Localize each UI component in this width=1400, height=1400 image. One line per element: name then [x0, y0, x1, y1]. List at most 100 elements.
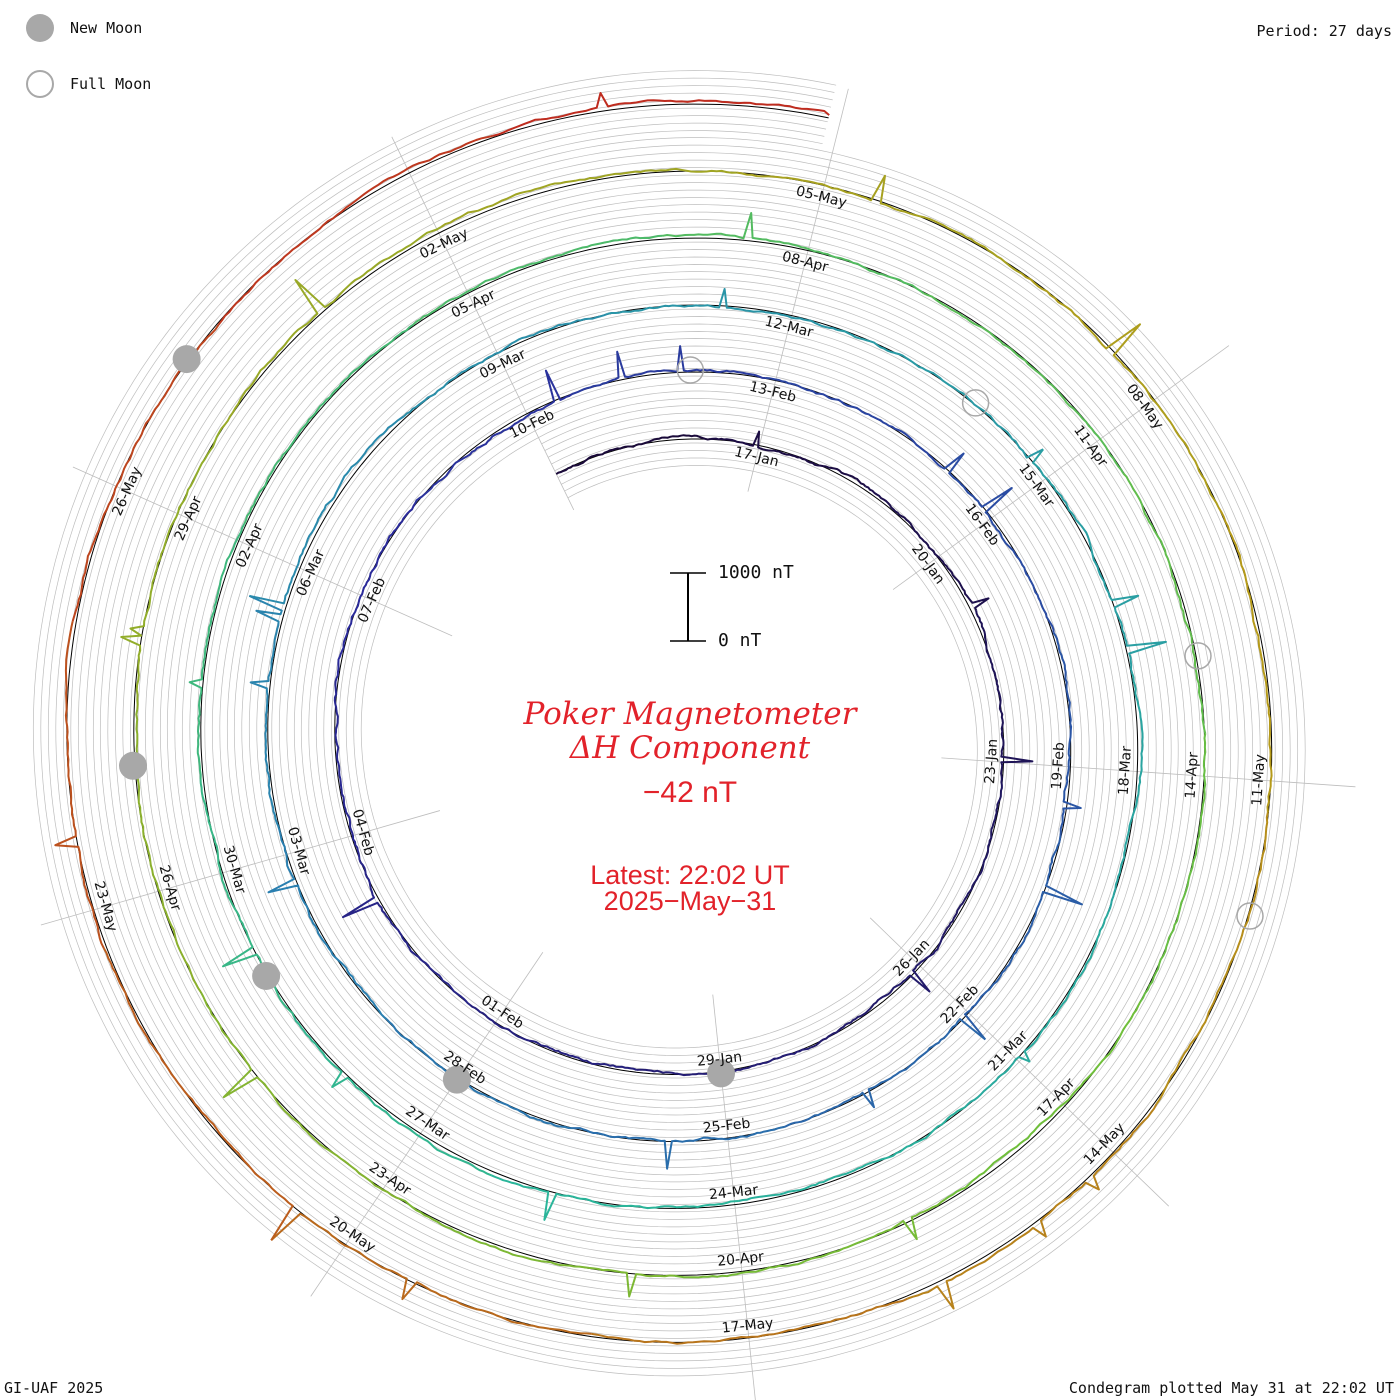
grid-spoke [869, 917, 1170, 1207]
full-moon-marker [1184, 642, 1212, 670]
dH-trace [342, 859, 471, 1006]
date-label: 11-May [1249, 754, 1269, 807]
moon-layer [119, 345, 1264, 1094]
grid-spiral [55, 92, 1284, 1354]
trace-layer [54, 92, 1273, 1345]
dH-trace [403, 312, 608, 418]
dH-trace [120, 428, 223, 710]
grid-spoke [72, 466, 453, 637]
dH-trace [103, 947, 294, 1241]
grid-spoke [747, 88, 849, 492]
full-moon-marker [961, 389, 990, 417]
date-label: 06-Mar [294, 547, 329, 599]
dH-trace [975, 610, 1034, 777]
date-label: 20-Apr [717, 1249, 765, 1270]
dH-trace [220, 226, 442, 430]
new-moon-marker [252, 961, 281, 990]
dH-trace [492, 92, 830, 137]
new-moon-icon [26, 14, 54, 42]
legend-full-moon: Full Moon [26, 68, 151, 100]
current-value: −42 nT [642, 776, 738, 809]
legend-new-moon: New Moon [26, 12, 142, 44]
date-label: 17-Jan [733, 444, 781, 470]
dH-trace [1032, 448, 1167, 674]
grid-spiral [92, 130, 1246, 1317]
full-moon-marker [676, 356, 705, 384]
date-label: 19-Feb [1049, 742, 1068, 791]
dH-trace [1139, 733, 1207, 1003]
dH-trace [469, 1004, 637, 1071]
dH-trace [674, 1198, 946, 1279]
grid-spiral [40, 77, 1299, 1369]
latest-time: Latest: 22:02 UT [590, 860, 790, 890]
legend-new-moon-label: New Moon [70, 19, 143, 37]
latest-date: 2025−May−31 [603, 886, 777, 916]
scale-bottom-label: 0 nT [718, 630, 762, 651]
dH-trace [199, 779, 296, 1018]
dH-trace [440, 167, 737, 228]
dH-trace [1217, 506, 1273, 813]
chart-subtitle: ΔH Component [569, 730, 811, 766]
dH-trace [1122, 472, 1207, 734]
dH-trace [248, 594, 283, 830]
legend-full-moon-label: Full Moon [70, 75, 152, 93]
dH-trace [607, 288, 838, 331]
dH-trace [836, 328, 1044, 459]
credit-label: GI-UAF 2025 [4, 1379, 104, 1397]
dH-trace [944, 1001, 1142, 1201]
dH-trace [784, 1018, 986, 1128]
date-label: 05-May [794, 183, 848, 211]
date-label: 29-Jan [696, 1049, 743, 1070]
dH-trace [270, 1212, 592, 1335]
dH-trace [940, 452, 1055, 633]
new-moon-marker [707, 1059, 736, 1088]
dH-trace [490, 1174, 739, 1221]
grid-spiral [77, 115, 1261, 1332]
date-label: 20-Jan [908, 541, 948, 587]
date-label: 07-Feb [355, 575, 389, 625]
dH-trace [243, 323, 414, 525]
period-label: Period: 27 days [1256, 22, 1392, 40]
dH-trace [572, 1125, 785, 1170]
grid-spiral [62, 100, 1276, 1347]
dH-trace [571, 345, 766, 395]
date-label: 24-Mar [708, 1182, 759, 1203]
dH-trace [293, 1016, 492, 1177]
date-label: 09-Mar [477, 346, 529, 382]
full-moon-marker [1236, 902, 1264, 930]
date-label: 29-Apr [172, 494, 206, 543]
dH-trace [710, 430, 867, 488]
date-label: 02-Apr [233, 521, 267, 570]
dH-trace [1155, 811, 1269, 1105]
full-moon-icon [26, 70, 54, 98]
dH-trace [200, 991, 401, 1201]
grid-spiral [85, 122, 1254, 1324]
dH-trace [54, 620, 105, 949]
new-moon-marker [442, 1065, 471, 1094]
new-moon-marker [119, 751, 148, 780]
dH-trace [1107, 673, 1144, 913]
plotted-label: Condegram plotted May 31 at 22:02 UT [1068, 1379, 1394, 1397]
dH-trace [923, 292, 1125, 475]
dH-trace [412, 234, 663, 326]
date-label: 23-Jan [982, 738, 1001, 784]
dH-trace [414, 369, 573, 504]
dH-trace [765, 377, 942, 468]
dH-trace [1021, 272, 1220, 508]
dH-trace [964, 835, 1083, 1041]
dH-trace [907, 1103, 1158, 1310]
dH-trace [964, 911, 1110, 1109]
grid-spoke [40, 810, 441, 926]
date-label: 05-Apr [449, 287, 498, 322]
dH-trace [333, 675, 361, 860]
date-label: 18-Mar [1116, 745, 1135, 796]
date-label: 14-Apr [1182, 751, 1201, 799]
grid-spoke [892, 345, 1230, 590]
grid-spiral [47, 85, 1291, 1362]
dH-trace [591, 1297, 908, 1345]
dH-trace [736, 171, 1023, 275]
chart-title: Poker Magnetometer [523, 696, 857, 732]
date-label: 17-May [721, 1315, 774, 1336]
date-label: 25-Feb [702, 1116, 751, 1137]
